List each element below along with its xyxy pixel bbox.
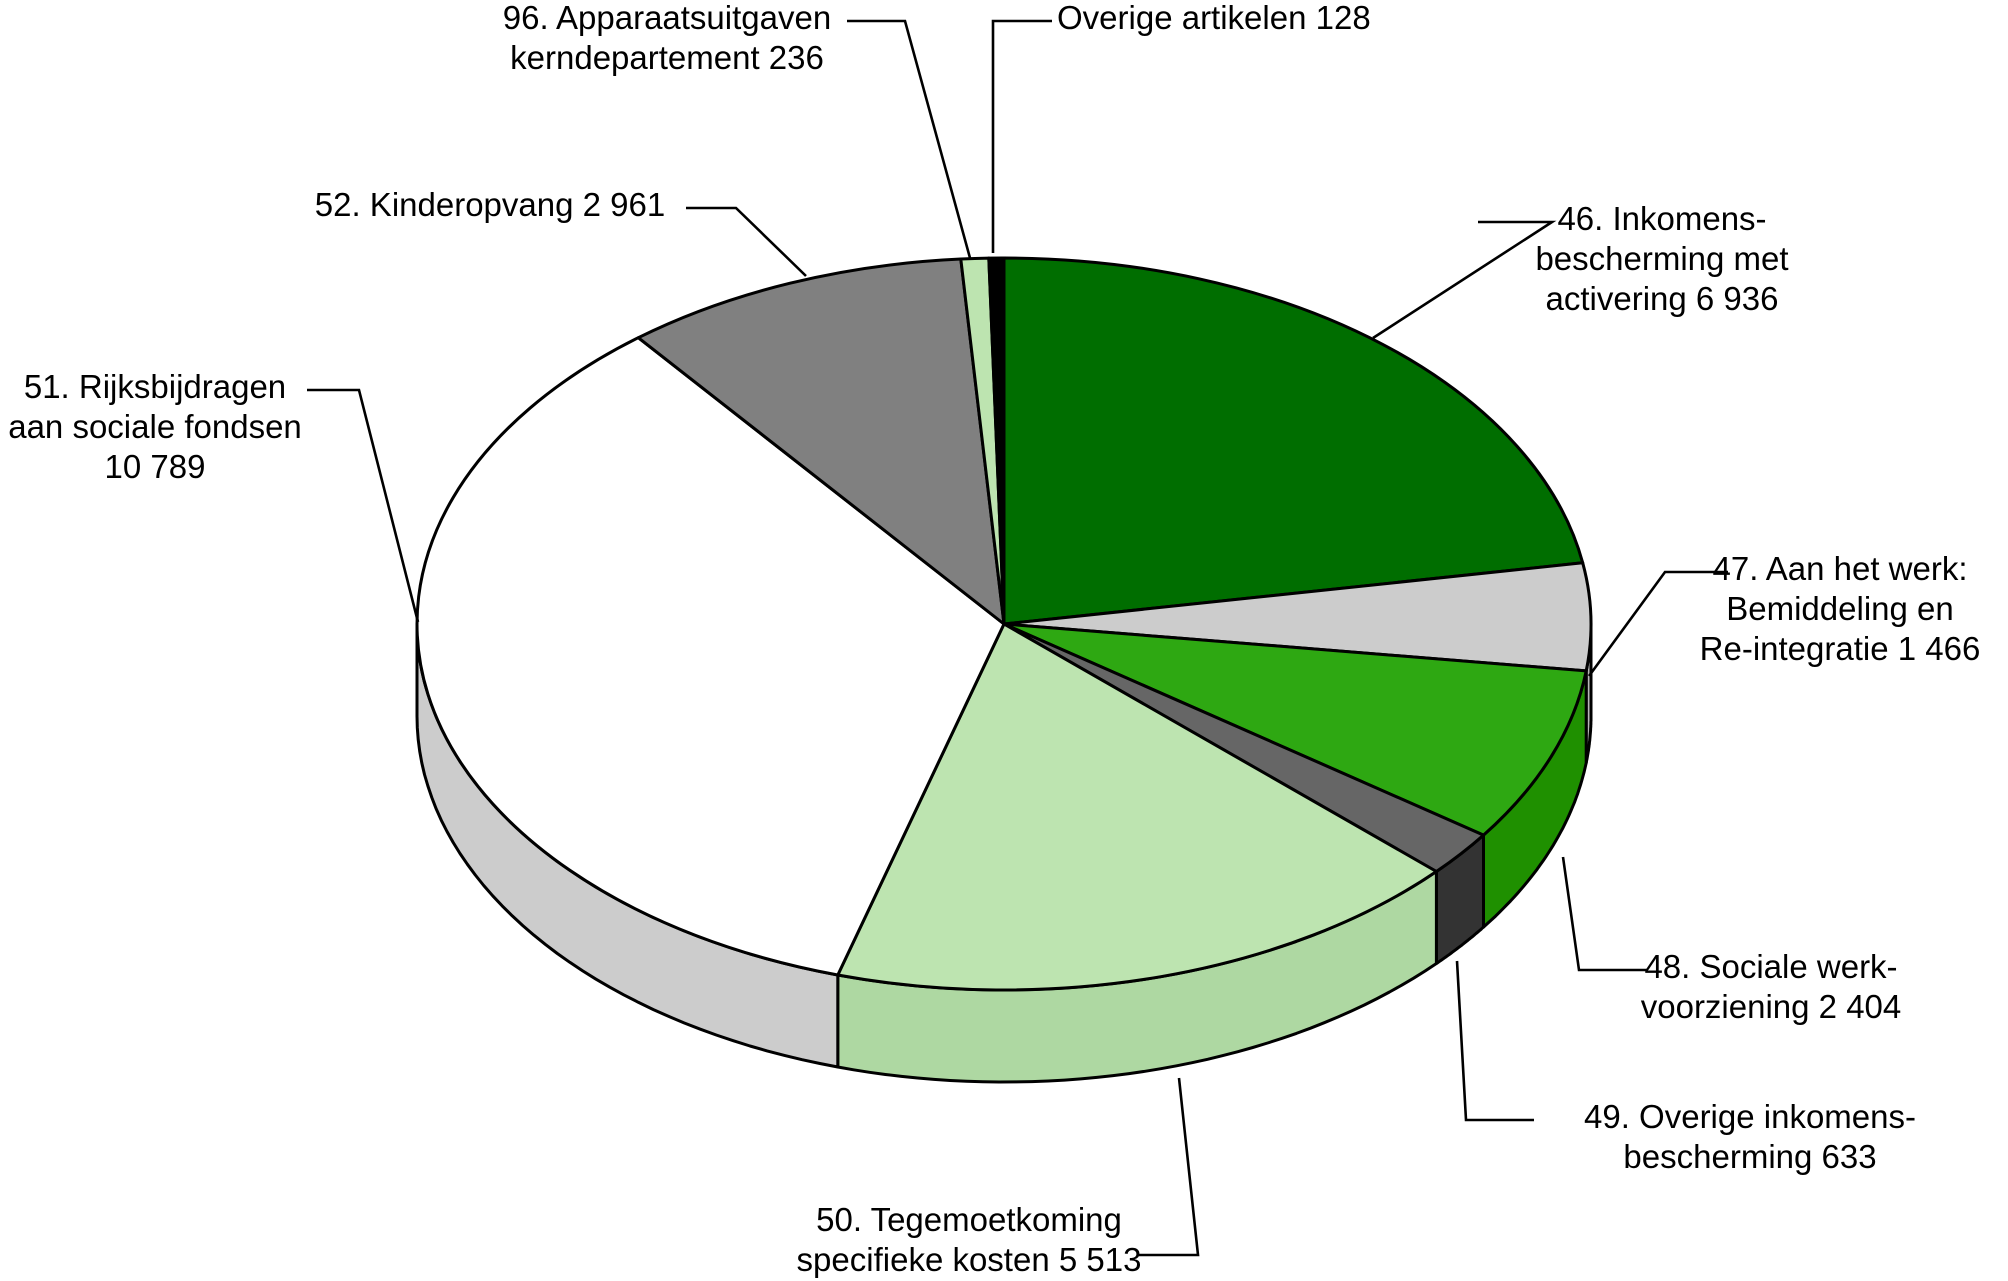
leader-line-46-inkomens <box>1372 220 1557 340</box>
slice-labels: 46. Inkomens-bescherming met activering 6… <box>8 0 1980 1278</box>
pie-slice-50-tegemoetkoming <box>836 622 1438 992</box>
pie-slice-48-sociale-werk <box>1002 622 1588 837</box>
slice-label-line: bescherming 633 <box>1623 1138 1876 1175</box>
slice-label-line: 50. Tegemoetkoming <box>816 1201 1122 1238</box>
leader-line-96-apparaatsuitgaven <box>847 19 972 259</box>
leader-line-49-overige-inkomens <box>1455 960 1534 1122</box>
slice-label-49-overige-inkomens: 49. Overige inkomens-bescherming 633 <box>1584 1098 1916 1175</box>
slice-label-50-tegemoetkoming: 50. Tegemoetkoming specifieke kosten 5 51… <box>797 1201 1142 1278</box>
leader-line-overige-artikelen-128 <box>991 19 1052 253</box>
pie-slice-overige-artikelen-128 <box>987 256 1006 626</box>
slice-label-line: 46. Inkomens- <box>1557 200 1766 237</box>
pie-top-layer <box>415 256 1593 992</box>
pie-slice-47-aan-het-werk <box>1002 561 1593 673</box>
slice-label-line: Overige artikelen 128 <box>1057 0 1371 36</box>
leader-lines <box>307 19 1728 1257</box>
slice-label-line: bescherming met <box>1535 240 1788 277</box>
slice-label-line: specifieke kosten 5 513 <box>797 1241 1142 1278</box>
slice-label-line: kerndepartement 236 <box>510 39 824 76</box>
slice-label-overige-artikelen-128: Overige artikelen 128 <box>1057 0 1371 36</box>
slice-label-line: 52. Kinderopvang 2 961 <box>315 186 665 223</box>
slice-label-47-aan-het-werk: 47. Aan het werk: Bemiddeling en Re-integr… <box>1700 550 1981 667</box>
leader-line-50-tegemoetkoming <box>1137 1077 1200 1257</box>
leader-line-47-aan-het-werk <box>1587 570 1728 677</box>
slice-label-52-kinderopvang-2-961: 52. Kinderopvang 2 961 <box>315 186 665 223</box>
slice-label-line: Re-integratie 1 466 <box>1700 630 1981 667</box>
slice-label-46-inkomens: 46. Inkomens-bescherming met activering 6… <box>1535 200 1788 317</box>
slice-label-51-rijksbijdragen: 51. Rijksbijdragen aan sociale fondsen 10 … <box>8 368 302 485</box>
slice-label-line: 10 789 <box>105 448 206 485</box>
slice-label-line: voorziening 2 404 <box>1641 988 1902 1025</box>
slice-label-line: aan sociale fondsen <box>8 408 302 445</box>
leader-line-51-rijksbijdragen <box>307 388 420 623</box>
slice-label-96-apparaatsuitgaven: 96. Apparaatsuitgaven kerndepartement 236 <box>503 0 831 76</box>
slice-label-line: 47. Aan het werk: <box>1713 550 1968 587</box>
leader-line-52-kinderopvang-2-961 <box>686 206 807 277</box>
pie-slice-51-rijksbijdragen <box>415 336 1006 977</box>
pie-slice-46-inkomens <box>1002 256 1585 626</box>
slice-label-line: activering 6 936 <box>1546 280 1779 317</box>
slice-label-48-sociale-werk: 48. Sociale werk-voorziening 2 404 <box>1641 948 1902 1025</box>
slice-label-line: 49. Overige inkomens- <box>1584 1098 1916 1135</box>
slice-label-line: Bemiddeling en <box>1726 590 1954 627</box>
slice-label-line: 51. Rijksbijdragen <box>24 368 286 405</box>
slice-label-line: 48. Sociale werk- <box>1644 948 1897 985</box>
slice-label-line: 96. Apparaatsuitgaven <box>503 0 831 36</box>
pie-slice-52-kinderopvang-2-961 <box>636 257 1006 626</box>
leader-line-48-sociale-werk <box>1561 856 1647 972</box>
